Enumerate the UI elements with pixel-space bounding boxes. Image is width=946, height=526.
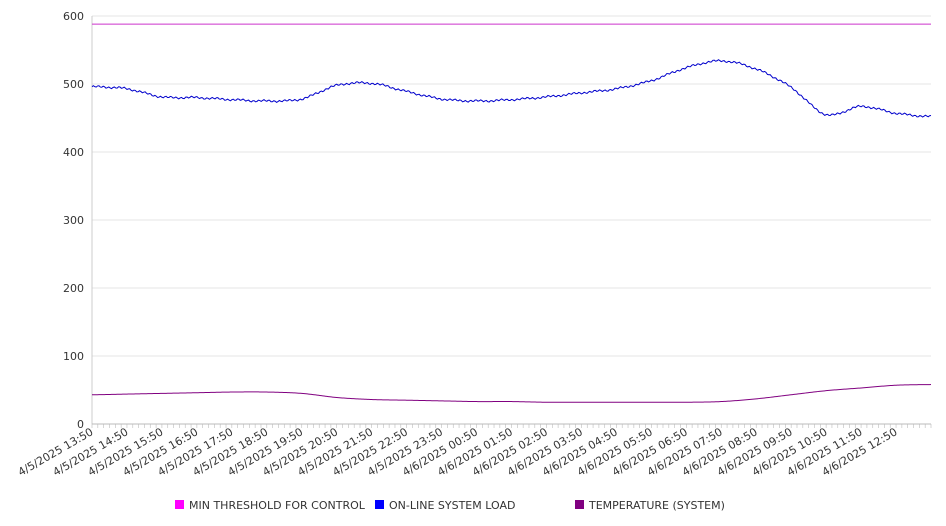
legend: MIN THRESHOLD FOR CONTROL ON-LINE SYSTEM… <box>175 499 725 512</box>
y-tick-label: 300 <box>63 214 84 227</box>
y-tick-label: 100 <box>63 350 84 363</box>
y-tick-label: 400 <box>63 146 84 159</box>
y-tick-labels: 0 100 200 300 400 500 600 <box>63 10 84 431</box>
series-line-temperature <box>91 384 932 403</box>
y-tick-label: 0 <box>77 418 84 431</box>
legend-swatch-temperature <box>575 500 584 509</box>
y-tick-label: 500 <box>63 78 84 91</box>
legend-swatch-system-load <box>375 500 384 509</box>
legend-swatch-min-threshold <box>175 500 184 509</box>
series-line-system-load <box>91 59 932 118</box>
legend-label-temperature: TEMPERATURE (SYSTEM) <box>588 499 725 512</box>
grid-lines <box>92 15 931 357</box>
x-tick-labels: 4/5/2025 13:504/5/2025 14:504/5/2025 15:… <box>16 425 900 479</box>
legend-label-system-load: ON-LINE SYSTEM LOAD <box>389 499 515 512</box>
axes <box>91 16 932 428</box>
legend-label-min-threshold: MIN THRESHOLD FOR CONTROL <box>189 499 366 512</box>
y-tick-label: 600 <box>63 10 84 23</box>
y-tick-label: 200 <box>63 282 84 295</box>
series-lines <box>91 23 932 403</box>
